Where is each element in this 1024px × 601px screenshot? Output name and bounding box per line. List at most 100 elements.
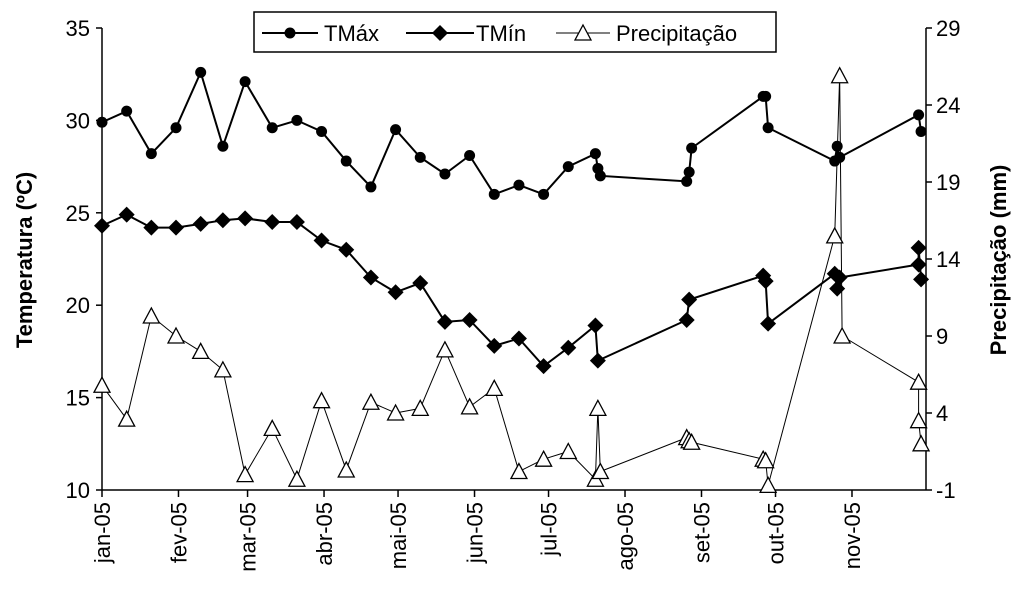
x-tick-label: abr-05 [312, 502, 337, 566]
x-axis: jan-05 fev-05 mar-05 abr-05 mai-05 jun-05 jul-… [90, 490, 865, 572]
data-point [588, 398, 607, 417]
data-point [834, 151, 846, 163]
data-point [236, 465, 255, 483]
series-line [101, 69, 923, 196]
x-tick-label: ago-05 [613, 502, 638, 571]
series-2 [92, 66, 931, 494]
data-point [681, 291, 698, 308]
right-y-axis: -1 4 9 14 19 24 29 [926, 16, 960, 503]
legend-item-tmax: TMáx [262, 21, 379, 46]
data-point [488, 188, 500, 200]
left-tick-label: 30 [66, 108, 90, 133]
data-point [513, 179, 525, 191]
x-tick-label: set-05 [689, 502, 714, 563]
data-point [686, 142, 698, 154]
x-tick-label: jul-05 [537, 502, 562, 557]
right-tick-label: 9 [936, 324, 948, 349]
data-point [435, 340, 455, 358]
data-point [591, 462, 610, 480]
legend-label-tmax: TMáx [324, 21, 379, 46]
data-point [142, 306, 161, 324]
legend-item-tmin: TMín [406, 21, 526, 46]
legend-marker-tmax [284, 27, 296, 39]
data-point [678, 311, 695, 328]
data-point [166, 326, 186, 344]
data-point [170, 122, 182, 134]
data-point [825, 226, 844, 244]
data-point [759, 475, 778, 494]
data-point [340, 155, 352, 167]
left-tick-label: 15 [66, 386, 90, 411]
data-point [534, 449, 553, 467]
data-point [757, 273, 774, 290]
data-point [594, 170, 606, 182]
right-tick-label: -1 [936, 478, 956, 503]
x-tick-label: mai-05 [386, 502, 411, 569]
data-point [337, 460, 356, 478]
data-point [94, 217, 110, 234]
series-0 [96, 66, 927, 200]
data-point [387, 284, 404, 301]
data-point [439, 168, 451, 180]
data-point [316, 125, 328, 137]
data-point [436, 313, 453, 330]
legend-label-tmin: TMín [476, 21, 526, 46]
data-point [683, 166, 695, 178]
data-point [587, 317, 604, 334]
data-point [559, 442, 578, 460]
data-point [266, 122, 278, 134]
left-axis-title: Temperatura (ºC) [12, 172, 37, 348]
data-point [830, 66, 849, 84]
data-point [509, 462, 529, 480]
legend-item-precip: Precipitação [556, 21, 737, 46]
series-layer [92, 66, 931, 494]
data-point [288, 214, 305, 231]
data-point [237, 210, 254, 227]
legend-marker-tmin [432, 25, 448, 41]
data-point [411, 398, 430, 417]
data-point [118, 206, 135, 223]
data-point [143, 219, 160, 236]
data-point [486, 337, 503, 354]
data-point [362, 269, 379, 286]
data-point [291, 114, 303, 126]
data-point [239, 76, 251, 88]
plot-frame [101, 28, 927, 491]
data-point [117, 409, 136, 427]
data-point [911, 434, 931, 452]
data-point [535, 358, 552, 375]
data-point [756, 451, 775, 469]
data-point [510, 330, 527, 347]
series-line [101, 213, 923, 368]
data-point [682, 432, 701, 450]
data-point [92, 375, 112, 393]
data-point [460, 397, 479, 415]
data-point [312, 391, 331, 409]
data-point [485, 378, 504, 397]
data-point [213, 360, 232, 378]
data-point [264, 214, 281, 231]
data-point [217, 140, 229, 152]
x-tick-label: jun-05 [463, 502, 488, 564]
legend-marker-precip [573, 23, 593, 41]
data-point [464, 150, 476, 162]
left-tick-label: 35 [66, 16, 90, 41]
data-point [195, 66, 207, 78]
series-line [101, 75, 922, 486]
data-point [681, 175, 693, 187]
data-point [287, 469, 306, 487]
x-tick-label: out-05 [764, 502, 789, 564]
right-tick-label: 19 [936, 170, 960, 195]
data-point [833, 326, 852, 344]
data-point [338, 241, 355, 258]
data-point [910, 256, 927, 273]
data-point [589, 148, 601, 160]
data-point [263, 419, 282, 437]
data-point [414, 151, 426, 163]
right-axis-title: Precipitação (mm) [986, 165, 1011, 356]
data-point [390, 124, 402, 136]
data-point [538, 188, 550, 200]
data-point [562, 161, 574, 173]
data-point [461, 311, 478, 328]
data-point [361, 392, 380, 410]
